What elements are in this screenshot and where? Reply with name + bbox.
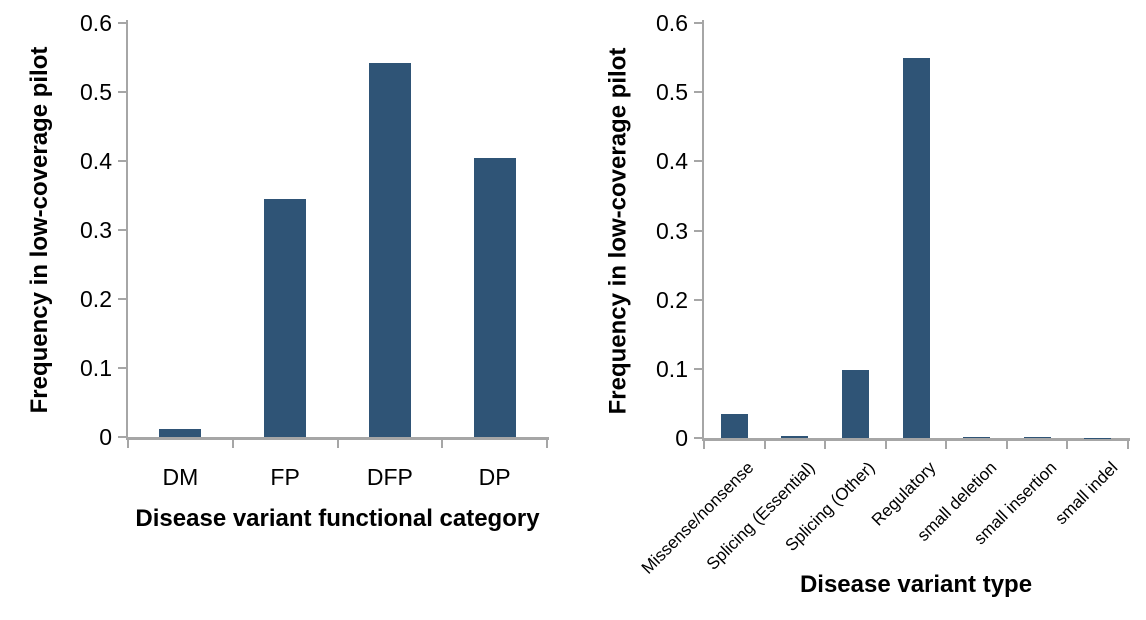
y-tick-mark: [694, 22, 702, 24]
y-tick-mark: [118, 160, 126, 162]
bar-dp: [473, 157, 516, 437]
y-tick-label: 0.3: [80, 217, 112, 243]
y-tick-label: 0.5: [80, 79, 112, 105]
bar-dfp: [368, 63, 411, 437]
y-tick-label: 0.2: [80, 286, 112, 312]
x-tick-mark: [703, 441, 705, 449]
y-tick-label: 0.4: [80, 148, 112, 174]
y-tick-label: 0.5: [656, 79, 688, 106]
x-tick-mark: [824, 441, 827, 449]
bar-regulatory: [902, 57, 930, 438]
y-tick-label: 0: [675, 425, 688, 451]
bar-splicing-other-: [841, 369, 869, 438]
y-tick-label: 0.4: [656, 148, 688, 175]
x-tick-label: DFP: [366, 464, 413, 490]
bar-small-deletion: [963, 436, 991, 438]
x-tick-mark: [884, 441, 887, 449]
y-tick-label: 0.3: [656, 217, 688, 244]
y-tick-mark: [694, 160, 702, 163]
x-tick-mark: [441, 440, 444, 448]
y-tick-mark: [694, 367, 702, 370]
y-tick-mark: [694, 91, 702, 94]
x-axis-line: [702, 438, 1130, 441]
y-axis-line: [126, 20, 128, 437]
x-tick-label: DM: [162, 464, 199, 490]
x-axis-title: Disease variant functional category: [135, 505, 540, 532]
x-tick-mark: [945, 441, 948, 449]
y-tick-mark: [118, 367, 126, 369]
bar-fp: [264, 198, 307, 437]
y-tick-label: 0.1: [656, 355, 688, 382]
y-tick-mark: [118, 298, 126, 300]
y-axis-title: Frequency in low-coverage pilot: [604, 47, 631, 414]
y-tick-label: 0.6: [80, 10, 112, 36]
y-axis-title: Frequency in low-coverage pilot: [26, 46, 53, 414]
bar-splicing-essential-: [781, 435, 809, 438]
x-tick-mark: [763, 441, 766, 449]
bar-dm: [159, 429, 202, 437]
x-axis-line: [126, 437, 549, 440]
x-tick-label: DP: [478, 464, 511, 490]
y-tick-mark: [118, 436, 126, 438]
x-tick-mark: [546, 440, 548, 448]
x-tick-mark: [127, 440, 129, 448]
chart-variant-type: 0 0.1 0.2 0.3 0.4 0.5 0.6 Missense/nonsense Spli…: [573, 0, 1146, 620]
y-tick-label: 0.2: [656, 286, 688, 313]
chart-functional-category: 0 0.1 0.2 0.3 0.4 0.5 0.6 DM FP DFP DP Disease vari…: [26, 10, 549, 532]
x-axis-title: Disease variant type: [799, 571, 1033, 598]
y-tick-mark: [694, 437, 702, 439]
y-tick-mark: [694, 229, 702, 232]
x-tick-mark: [1127, 441, 1129, 449]
y-tick-label: 0.6: [656, 10, 688, 36]
bar-small-insertion: [1023, 436, 1051, 438]
y-tick-mark: [118, 229, 126, 231]
x-tick-mark: [1066, 441, 1069, 449]
y-tick-label: 0: [99, 424, 112, 450]
x-tick-label: FP: [270, 464, 300, 490]
x-tick-mark: [336, 440, 339, 448]
y-tick-mark: [118, 22, 126, 24]
y-tick-label: 0.1: [80, 355, 112, 381]
y-tick-mark: [694, 298, 702, 301]
bar-missense-nonsense: [720, 414, 748, 438]
x-tick-mark: [231, 440, 234, 448]
x-tick-mark: [1005, 441, 1008, 449]
y-tick-mark: [118, 91, 126, 93]
y-axis-line: [702, 20, 704, 438]
